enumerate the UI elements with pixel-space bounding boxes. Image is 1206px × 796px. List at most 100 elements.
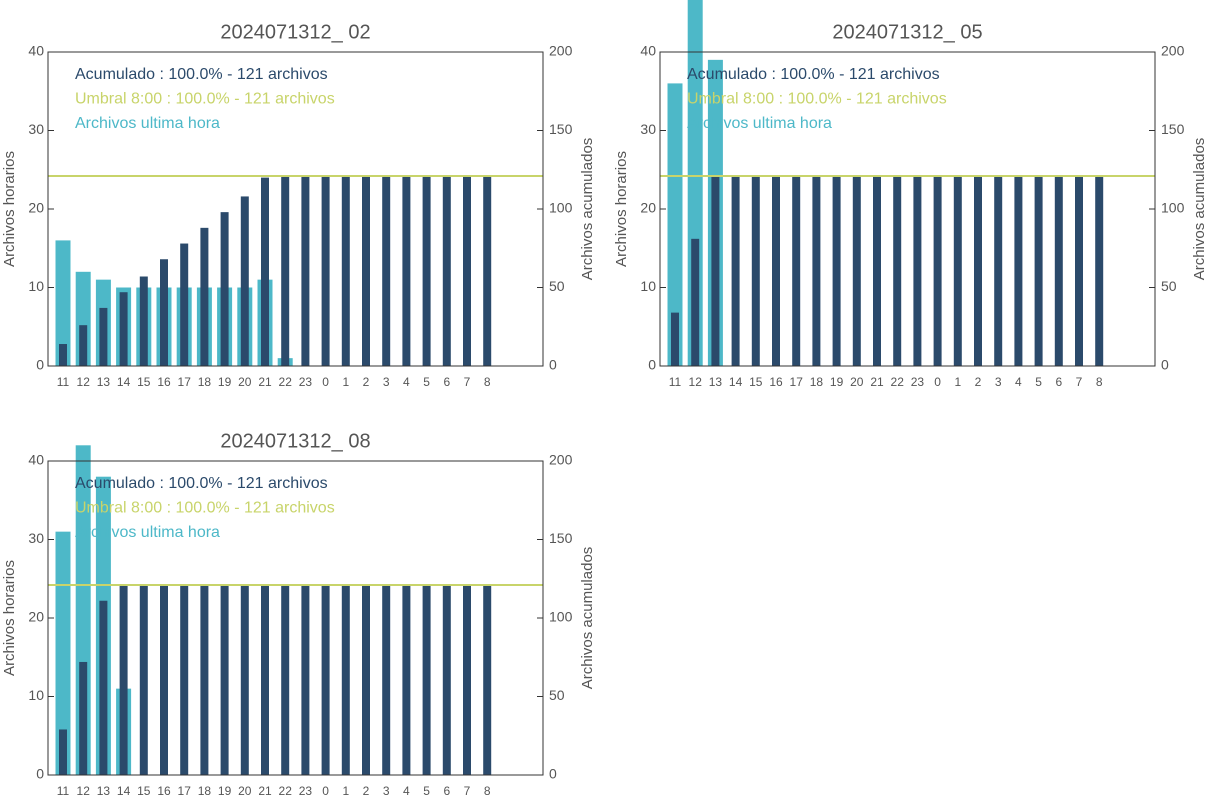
x-tick-label: 23 — [299, 375, 313, 389]
y-tick-label: 30 — [28, 121, 44, 137]
bar — [220, 585, 229, 775]
y-tick-label: 40 — [28, 43, 44, 59]
y2-tick-label: 200 — [549, 452, 573, 468]
bar — [913, 176, 922, 366]
y-tick-label: 0 — [648, 357, 656, 373]
y-tick-label: 20 — [640, 200, 656, 216]
bar — [180, 585, 189, 775]
plot-frame — [659, 51, 1156, 367]
x-tick-label: 11 — [669, 375, 682, 389]
bar — [55, 531, 71, 775]
y2-tick-label: 100 — [549, 200, 573, 216]
y2-axis-label: Archivos acumulados — [579, 138, 596, 281]
bar — [261, 177, 269, 366]
y2-tick-label: 50 — [1161, 278, 1177, 294]
x-tick-label: 17 — [178, 375, 192, 389]
x-tick-label: 22 — [891, 375, 905, 389]
x-tick-label: 23 — [299, 784, 313, 796]
x-tick-label: 14 — [117, 784, 131, 796]
bar — [261, 585, 269, 775]
bar — [55, 240, 71, 366]
bar — [442, 176, 451, 366]
plot-frame — [47, 460, 544, 776]
x-tick-label: 0 — [322, 784, 329, 796]
bar — [671, 312, 679, 366]
y-tick-label: 10 — [28, 687, 44, 703]
y-tick-label: 0 — [36, 357, 44, 373]
x-tick-label: 18 — [810, 375, 824, 389]
bar — [79, 661, 88, 775]
x-tick-label: 15 — [749, 375, 763, 389]
x-tick-label: 16 — [157, 375, 171, 389]
x-tick-label: 17 — [790, 375, 804, 389]
y-tick-label: 40 — [640, 43, 656, 59]
legend-entry: Umbral 8:00 : 100.0% - 121 archivos — [75, 91, 335, 108]
x-tick-label: 5 — [1035, 375, 1042, 389]
y2-tick-label: 100 — [549, 609, 573, 625]
x-tick-label: 1 — [342, 784, 349, 796]
x-tick-label: 20 — [238, 375, 252, 389]
bar — [301, 585, 310, 775]
x-tick-label: 2 — [975, 375, 982, 389]
y2-axis-label: Archivos acumulados — [579, 547, 596, 690]
x-tick-label: 7 — [464, 375, 471, 389]
plot-frame — [47, 51, 544, 367]
bar — [382, 585, 391, 775]
bar — [422, 585, 431, 775]
x-tick-label: 13 — [97, 784, 111, 796]
x-tick-label: 11 — [57, 784, 70, 796]
x-tick-label: 6 — [443, 784, 450, 796]
x-tick-label: 13 — [709, 375, 723, 389]
bar — [281, 585, 290, 775]
x-tick-label: 0 — [934, 375, 941, 389]
bar — [463, 176, 471, 366]
y-axis-label: Archivos horarios — [1, 560, 18, 676]
bar — [1034, 176, 1043, 366]
y2-tick-label: 150 — [1161, 121, 1185, 137]
x-tick-label: 21 — [870, 375, 884, 389]
y2-tick-label: 0 — [1161, 357, 1169, 373]
y-axis-label: Archivos horarios — [1, 151, 18, 267]
x-tick-label: 18 — [198, 375, 212, 389]
bar — [59, 344, 67, 366]
bar — [382, 176, 391, 366]
bar — [711, 176, 720, 366]
x-tick-label: 7 — [464, 784, 471, 796]
bar — [200, 227, 209, 366]
y2-tick-label: 50 — [549, 278, 565, 294]
y-axis-label: Archivos horarios — [613, 151, 630, 267]
bar — [59, 729, 67, 775]
x-tick-label: 15 — [137, 375, 151, 389]
bar — [873, 176, 881, 366]
bar — [362, 176, 370, 366]
legend-entry: Acumulado : 100.0% - 121 archivos — [75, 475, 328, 492]
bar — [691, 238, 700, 366]
x-tick-label: 14 — [729, 375, 743, 389]
bar — [1095, 176, 1104, 366]
x-tick-label: 19 — [218, 784, 232, 796]
x-tick-label: 1 — [342, 375, 349, 389]
x-tick-label: 23 — [911, 375, 925, 389]
y-tick-label: 20 — [28, 609, 44, 625]
y-tick-label: 10 — [28, 278, 44, 294]
x-tick-label: 8 — [1096, 375, 1103, 389]
x-tick-label: 22 — [279, 375, 293, 389]
bar — [99, 600, 108, 775]
x-tick-label: 18 — [198, 784, 212, 796]
legend-entry: Umbral 8:00 : 100.0% - 121 archivos — [687, 91, 947, 108]
x-tick-label: 6 — [443, 375, 450, 389]
x-tick-label: 15 — [137, 784, 151, 796]
bar — [79, 325, 88, 366]
bar — [362, 585, 370, 775]
chart-title: 2024071312_ 02 — [220, 21, 370, 43]
bar — [240, 196, 249, 366]
bar — [220, 212, 229, 366]
y2-tick-label: 200 — [549, 43, 573, 59]
y2-tick-label: 100 — [1161, 200, 1185, 216]
x-tick-label: 21 — [258, 784, 272, 796]
x-tick-label: 6 — [1055, 375, 1062, 389]
x-tick-label: 5 — [423, 784, 430, 796]
bar — [974, 176, 982, 366]
bar — [812, 176, 821, 366]
